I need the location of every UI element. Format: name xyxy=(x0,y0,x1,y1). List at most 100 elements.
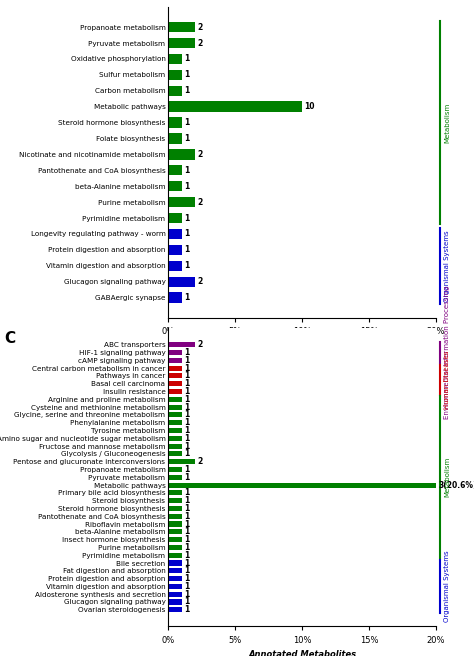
Bar xyxy=(168,165,182,176)
Bar xyxy=(168,85,182,96)
Bar xyxy=(168,568,182,573)
Text: 2: 2 xyxy=(197,340,202,349)
Bar xyxy=(168,545,182,550)
Text: 2: 2 xyxy=(197,22,202,31)
Text: C: C xyxy=(5,331,16,346)
Text: 1: 1 xyxy=(183,261,189,270)
Text: 10: 10 xyxy=(304,102,315,111)
Bar xyxy=(168,397,182,402)
Text: 1: 1 xyxy=(183,582,189,591)
Bar xyxy=(168,552,182,558)
Text: 1: 1 xyxy=(183,214,189,222)
Bar xyxy=(168,197,195,207)
Text: 1: 1 xyxy=(183,426,189,435)
Bar xyxy=(168,54,182,64)
Text: 1: 1 xyxy=(183,182,189,191)
Bar xyxy=(168,102,302,112)
Text: Organismal Systems: Organismal Systems xyxy=(444,230,450,302)
Text: 1: 1 xyxy=(183,356,189,365)
Text: 1: 1 xyxy=(183,520,189,529)
Bar xyxy=(168,576,182,581)
Text: 1: 1 xyxy=(183,70,189,79)
Text: 3(20.6%): 3(20.6%) xyxy=(438,481,474,489)
Bar xyxy=(168,443,182,449)
Bar xyxy=(168,389,182,394)
Bar xyxy=(168,181,182,192)
Text: 1: 1 xyxy=(183,527,189,537)
Text: 1: 1 xyxy=(183,449,189,459)
Text: 1: 1 xyxy=(183,434,189,443)
Bar xyxy=(168,70,182,80)
Text: 1: 1 xyxy=(183,387,189,396)
Text: 1: 1 xyxy=(183,605,189,614)
Bar xyxy=(168,245,182,255)
Text: 1: 1 xyxy=(183,379,189,388)
Bar xyxy=(168,436,182,441)
X-axis label: Annotated Metabolites: Annotated Metabolites xyxy=(248,650,356,656)
Text: 1: 1 xyxy=(183,512,189,521)
Text: 2: 2 xyxy=(197,277,202,286)
Text: 2: 2 xyxy=(197,39,202,47)
Text: 1: 1 xyxy=(183,598,189,607)
Text: 1: 1 xyxy=(183,54,189,64)
Bar xyxy=(168,560,182,565)
Text: Organismal Systems: Organismal Systems xyxy=(444,550,450,622)
Bar xyxy=(168,350,182,355)
Text: 1: 1 xyxy=(183,230,189,239)
Text: 1: 1 xyxy=(183,558,189,567)
Text: 1: 1 xyxy=(183,411,189,419)
Bar xyxy=(168,451,182,457)
Text: 1: 1 xyxy=(183,551,189,560)
Bar xyxy=(168,607,182,612)
Bar xyxy=(168,592,182,597)
Bar xyxy=(168,420,182,425)
Text: 1: 1 xyxy=(183,496,189,505)
Text: 1: 1 xyxy=(183,293,189,302)
Text: 1: 1 xyxy=(183,245,189,255)
Text: 1: 1 xyxy=(183,504,189,513)
Text: 1: 1 xyxy=(183,488,189,497)
Bar xyxy=(168,381,182,386)
Bar xyxy=(168,117,182,128)
Text: 2: 2 xyxy=(197,197,202,207)
Text: 1: 1 xyxy=(183,465,189,474)
Bar xyxy=(168,600,182,605)
Text: 1: 1 xyxy=(183,371,189,380)
Text: 1: 1 xyxy=(183,418,189,427)
Bar xyxy=(168,529,182,535)
Bar xyxy=(168,522,182,527)
Text: 1: 1 xyxy=(183,574,189,583)
Bar xyxy=(168,277,195,287)
Bar xyxy=(168,373,182,379)
Text: Metabolism: Metabolism xyxy=(444,457,450,497)
Text: 2: 2 xyxy=(197,150,202,159)
Bar xyxy=(168,490,182,495)
Bar xyxy=(168,38,195,48)
Bar xyxy=(168,260,182,271)
Text: 1: 1 xyxy=(183,118,189,127)
Bar xyxy=(168,133,182,144)
Text: 1: 1 xyxy=(183,473,189,482)
Bar xyxy=(168,584,182,589)
Text: Human Diseases: Human Diseases xyxy=(444,350,450,409)
Text: 1: 1 xyxy=(183,348,189,357)
Text: 1: 1 xyxy=(183,566,189,575)
Text: 1: 1 xyxy=(183,395,189,403)
Bar xyxy=(168,342,195,347)
Bar xyxy=(168,483,436,487)
Bar xyxy=(168,459,195,464)
Text: 2: 2 xyxy=(197,457,202,466)
Bar xyxy=(168,475,182,480)
Bar xyxy=(168,229,182,239)
Bar xyxy=(168,506,182,511)
Bar xyxy=(168,428,182,433)
Bar xyxy=(168,365,182,371)
Bar xyxy=(168,498,182,503)
Bar xyxy=(168,293,182,303)
Text: 1: 1 xyxy=(183,86,189,95)
Text: 1: 1 xyxy=(183,590,189,599)
Text: 1: 1 xyxy=(183,134,189,143)
Text: 1: 1 xyxy=(183,363,189,373)
Bar xyxy=(168,149,195,159)
Text: 1: 1 xyxy=(183,535,189,544)
